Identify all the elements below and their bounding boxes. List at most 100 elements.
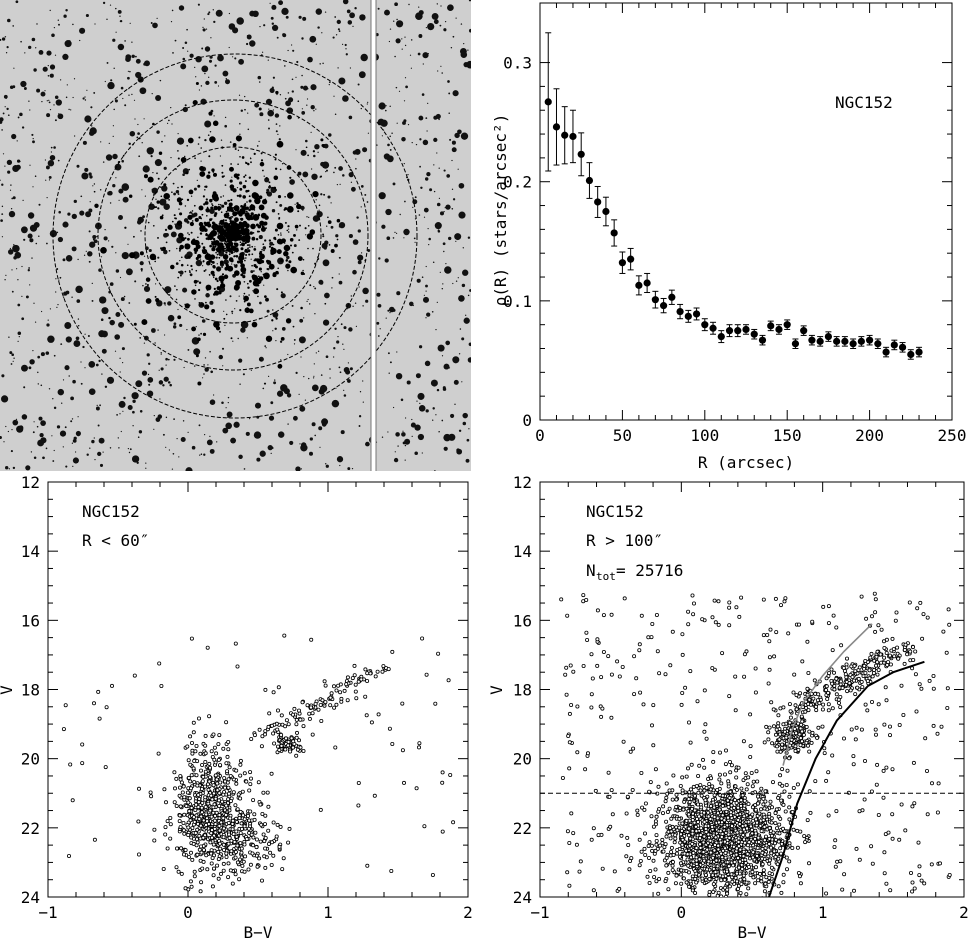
star-point	[230, 839, 233, 842]
cluster-star	[234, 270, 240, 276]
star	[378, 257, 380, 259]
star	[108, 240, 109, 241]
star	[247, 337, 248, 338]
star	[128, 448, 129, 449]
star	[334, 16, 336, 18]
star	[107, 191, 111, 195]
star-point	[281, 868, 284, 871]
cluster-star	[277, 141, 284, 148]
cluster-star	[284, 196, 286, 198]
star-point	[295, 736, 298, 739]
star-point	[210, 815, 213, 818]
star	[86, 90, 87, 91]
star	[73, 340, 80, 347]
cluster-star	[177, 220, 182, 225]
cmd-points	[560, 592, 952, 925]
star-point	[376, 670, 379, 673]
cluster-star	[108, 317, 110, 319]
star-point	[299, 718, 302, 721]
star-point	[204, 805, 207, 808]
star-point	[301, 701, 304, 704]
star-point	[698, 764, 701, 767]
cluster-star	[244, 250, 247, 253]
star	[41, 311, 42, 312]
cluster-star	[217, 233, 219, 235]
star-point	[680, 882, 683, 885]
star-point	[234, 850, 237, 853]
star-point	[238, 858, 241, 861]
star	[99, 296, 106, 303]
star	[118, 322, 124, 328]
star-point	[199, 845, 202, 848]
density-point	[644, 279, 651, 286]
star	[468, 428, 469, 429]
star	[128, 143, 130, 145]
star	[403, 237, 404, 238]
cluster-star	[237, 163, 239, 165]
cluster-star	[269, 185, 271, 187]
star-point	[205, 813, 208, 816]
star-point	[256, 865, 259, 868]
star-point	[206, 868, 209, 871]
star	[124, 296, 126, 298]
star	[309, 58, 313, 62]
star	[78, 416, 79, 417]
star	[336, 340, 339, 343]
density-point	[899, 344, 906, 351]
star	[402, 431, 403, 432]
star-point	[796, 829, 799, 832]
star	[209, 351, 211, 353]
star	[114, 334, 120, 340]
star	[203, 364, 205, 366]
star	[408, 4, 409, 5]
cluster-star	[212, 171, 214, 173]
star-point	[284, 737, 287, 740]
star	[99, 335, 100, 336]
cluster-star	[233, 205, 239, 211]
star-point	[173, 787, 176, 790]
star	[259, 357, 264, 362]
star	[153, 429, 154, 430]
cluster-star	[299, 225, 301, 227]
star	[110, 79, 112, 81]
cluster-star	[248, 294, 250, 296]
cluster-star	[261, 152, 263, 154]
star	[348, 327, 352, 331]
cluster-star	[204, 304, 209, 309]
star	[239, 383, 240, 384]
star	[390, 149, 392, 151]
cluster-star	[176, 262, 179, 265]
star-point	[218, 814, 221, 817]
star	[401, 432, 406, 437]
star	[447, 4, 454, 11]
star-point	[335, 689, 338, 692]
star	[311, 105, 315, 109]
star	[230, 438, 236, 444]
star-point	[740, 883, 743, 886]
star	[404, 100, 405, 101]
cluster-star	[312, 248, 314, 250]
cluster-star	[275, 91, 278, 94]
cluster-star	[232, 188, 236, 192]
star	[121, 216, 122, 217]
star-point	[756, 795, 759, 798]
star-point	[195, 774, 198, 777]
star	[130, 23, 131, 24]
star	[452, 283, 453, 284]
star	[5, 36, 6, 37]
cluster-star	[274, 176, 279, 181]
star	[204, 139, 206, 141]
star-point	[200, 806, 203, 809]
star-point	[276, 728, 279, 731]
star-point	[253, 813, 256, 816]
star	[176, 227, 178, 229]
star-point	[222, 817, 225, 820]
cluster-star	[198, 137, 200, 139]
cluster-star	[212, 205, 214, 207]
star	[275, 328, 277, 330]
y-tick-label: 16	[513, 611, 532, 630]
star	[355, 302, 356, 303]
star-point	[760, 787, 763, 790]
star	[25, 465, 30, 470]
